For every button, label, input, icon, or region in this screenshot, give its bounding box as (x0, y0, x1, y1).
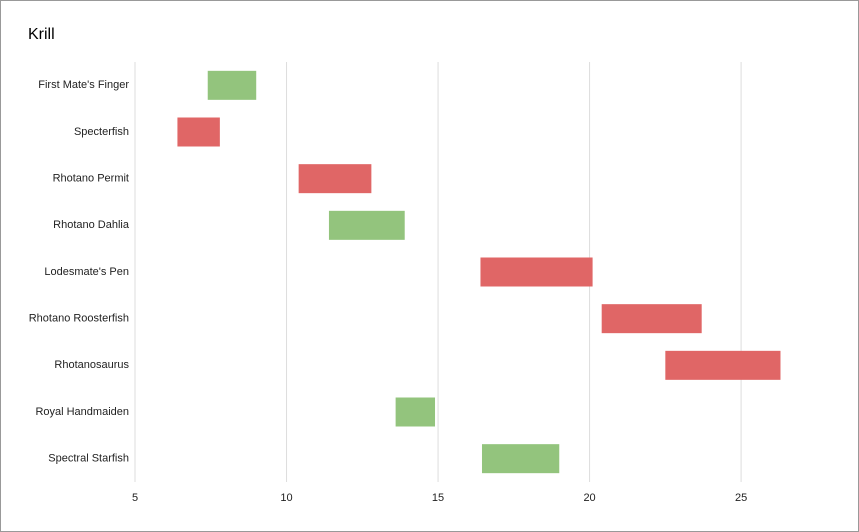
bar (207, 70, 257, 100)
bar (177, 117, 220, 147)
x-tick-label: 20 (583, 492, 595, 504)
x-tick-label: 10 (280, 492, 292, 504)
bar (395, 397, 436, 427)
bar (298, 164, 372, 194)
y-tick-label: Rhotanosaurus (54, 359, 129, 371)
chart-title: Krill (28, 26, 55, 43)
y-tick-label: Rhotano Dahlia (53, 219, 130, 231)
x-tick-label: 15 (432, 492, 444, 504)
bar (601, 304, 702, 334)
x-tick-label: 25 (735, 492, 747, 504)
y-tick-label: Rhotano Roosterfish (29, 313, 129, 325)
y-tick-label: Spectral Starfish (48, 453, 129, 465)
y-tick-label: First Mate's Finger (38, 79, 129, 91)
x-tick-label: 5 (132, 492, 138, 504)
bar (481, 444, 560, 474)
y-tick-label: Royal Handmaiden (35, 406, 129, 418)
y-tick-label: Rhotano Permit (53, 173, 129, 185)
y-tick-label: Specterfish (74, 126, 129, 138)
bar (328, 210, 405, 240)
bar (665, 350, 781, 380)
bar (480, 257, 593, 287)
y-tick-label: Lodesmate's Pen (44, 266, 129, 278)
